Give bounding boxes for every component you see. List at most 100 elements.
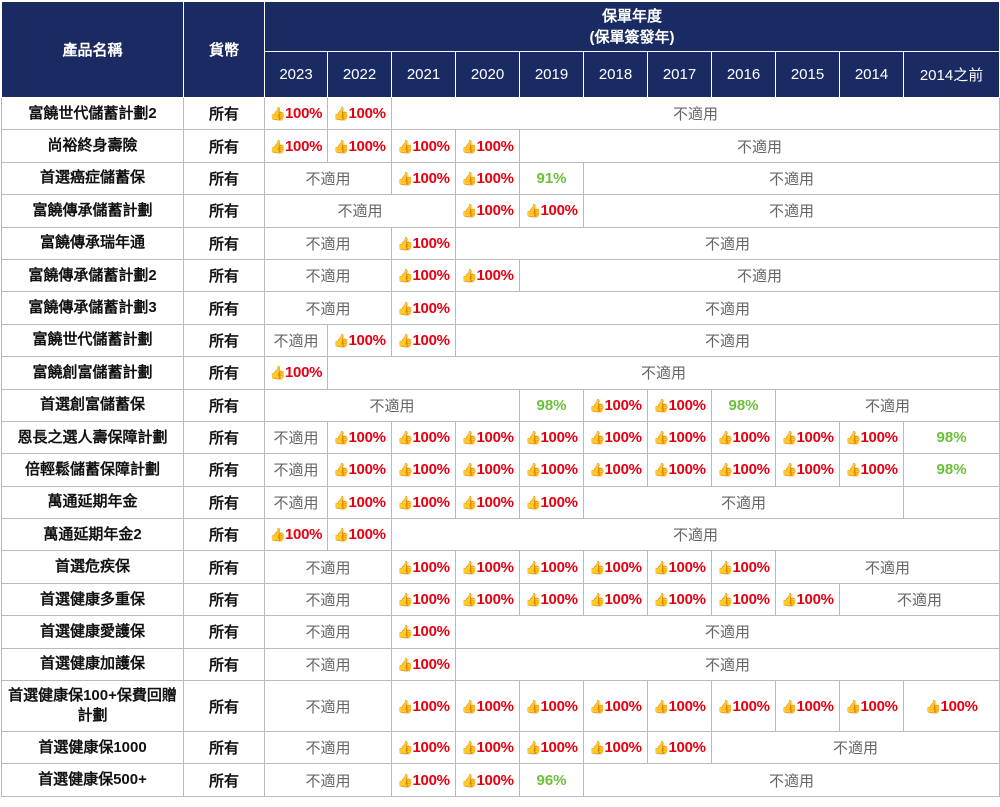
ratio-cell-full: 👍100% xyxy=(264,96,328,131)
ratio-cell-full: 👍100% xyxy=(839,680,904,733)
ratio-cell-full: 👍100% xyxy=(391,550,456,584)
ratio-cell-full: 👍100% xyxy=(264,356,328,390)
ratio-value: 100% xyxy=(940,697,978,715)
not-applicable-cell: 不適用 xyxy=(454,291,1000,325)
ratio-cell-full: 👍100% xyxy=(647,420,712,455)
ratio-cell-full: 👍100% xyxy=(455,485,520,520)
ratio-cell-partial: 98% xyxy=(519,388,584,422)
ratio-cell-full: 👍100% xyxy=(519,582,584,617)
ratio-value: 100% xyxy=(412,655,450,673)
ratio-value: 100% xyxy=(412,697,450,715)
ratio-cell-full: 👍100% xyxy=(391,226,456,260)
thumbs-up-icon: 👍 xyxy=(461,772,477,788)
not-applicable-label: 不適用 xyxy=(305,170,351,188)
table-row: 富饒世代儲蓄計劃 所有 不適用 👍100% 👍100% 不適用 xyxy=(1,323,1000,358)
thumbs-up-icon: 👍 xyxy=(589,698,605,714)
ratio-value: 100% xyxy=(285,526,323,544)
thumbs-up-icon: 👍 xyxy=(653,592,669,608)
thumbs-up-icon: 👍 xyxy=(397,300,413,316)
not-applicable-cell: 不適用 xyxy=(264,453,328,487)
thumbs-up-icon: 👍 xyxy=(525,559,541,575)
ratio-cell-full: 👍100% xyxy=(391,453,456,487)
ratio-value: 100% xyxy=(796,429,834,447)
not-applicable-label: 不適用 xyxy=(769,203,815,221)
not-applicable-label: 不適用 xyxy=(673,527,719,545)
thumbs-up-icon: 👍 xyxy=(269,365,286,381)
ratio-cell-full: 👍100% xyxy=(391,258,456,293)
not-applicable-cell: 不適用 xyxy=(582,763,1000,797)
ratio-cell-partial: 98% xyxy=(711,388,776,422)
ratio-value: 100% xyxy=(540,461,578,479)
not-applicable-label: 不適用 xyxy=(897,592,943,610)
thumbs-up-icon: 👍 xyxy=(589,740,605,756)
ratio-value: 100% xyxy=(604,591,642,609)
ratio-value: 100% xyxy=(476,493,514,511)
ratio-value: 100% xyxy=(860,697,898,715)
thumbs-up-icon: 👍 xyxy=(589,430,605,446)
ratio-cell-full: 👍100% xyxy=(327,485,392,520)
policy-issue-year-subtitle: (保單簽發年) xyxy=(589,28,675,46)
not-applicable-label: 不適用 xyxy=(705,656,751,674)
currency-cell: 所有 xyxy=(183,518,265,552)
ratio-value: 100% xyxy=(476,739,514,757)
not-applicable-cell: 不適用 xyxy=(774,388,1000,422)
ratio-cell-partial: 96% xyxy=(519,763,584,797)
product-name-cell: 富饒傳承瑞年通 xyxy=(1,226,184,260)
ratio-cell-full: 👍100% xyxy=(455,420,520,455)
not-applicable-cell: 不適用 xyxy=(838,582,1000,617)
year-header-2022: 2022 xyxy=(327,51,392,98)
not-applicable-cell: 不適用 xyxy=(582,194,1000,228)
ratio-cell-full: 👍100% xyxy=(775,453,840,487)
product-name-cell: 首選健康保1000 xyxy=(1,731,184,765)
ratio-cell-full: 👍100% xyxy=(647,582,712,617)
ratio-value: 98% xyxy=(936,429,967,447)
empty-cell xyxy=(902,485,1000,520)
product-name-cell: 首選健康保500+ xyxy=(1,763,184,797)
ratio-value: 100% xyxy=(412,299,450,317)
not-applicable-cell: 不適用 xyxy=(264,226,392,260)
thumbs-up-icon: 👍 xyxy=(397,268,413,284)
ratio-value: 100% xyxy=(604,461,642,479)
currency-cell: 所有 xyxy=(183,763,265,797)
not-applicable-cell: 不適用 xyxy=(774,550,1000,584)
ratio-value: 100% xyxy=(668,739,706,757)
ratio-cell-full: 👍100% xyxy=(519,731,584,765)
ratio-cell-full: 👍100% xyxy=(391,615,456,649)
thumbs-up-icon: 👍 xyxy=(333,138,349,154)
not-applicable-label: 不適用 xyxy=(705,624,751,642)
ratio-value: 100% xyxy=(285,364,323,382)
thumbs-up-icon: 👍 xyxy=(717,430,733,446)
not-applicable-cell: 不適用 xyxy=(518,258,1000,293)
ratio-value: 98% xyxy=(936,461,967,479)
year-header-2018: 2018 xyxy=(583,51,648,98)
ratio-value: 100% xyxy=(412,169,450,187)
thumbs-up-icon: 👍 xyxy=(397,235,413,251)
year-header-2014: 2014 xyxy=(839,51,904,98)
not-applicable-label: 不適用 xyxy=(337,203,383,221)
ratio-value: 100% xyxy=(668,396,706,414)
currency-cell: 所有 xyxy=(183,550,265,584)
ratio-cell-full: 👍100% xyxy=(391,731,456,765)
thumbs-up-icon: 👍 xyxy=(781,698,797,714)
ratio-cell-full: 👍100% xyxy=(391,323,456,358)
ratio-cell-full: 👍100% xyxy=(711,680,776,733)
currency-cell: 所有 xyxy=(183,420,265,455)
ratio-value: 100% xyxy=(476,558,514,576)
ratio-value: 100% xyxy=(604,697,642,715)
ratio-cell-full: 👍100% xyxy=(391,582,456,617)
table-row: 富饒傳承儲蓄計劃 所有 不適用 👍100% 👍100% 不適用 xyxy=(1,194,1000,228)
product-name-cell: 首選健康加護保 xyxy=(1,647,184,682)
ratio-value: 91% xyxy=(536,169,567,187)
table-row: 恩長之選人壽保障計劃 所有 不適用 👍100% 👍100% 👍100% 👍100% 👍100%… xyxy=(1,420,1000,455)
thumbs-up-icon: 👍 xyxy=(653,430,669,446)
thumbs-up-icon: 👍 xyxy=(653,698,669,714)
not-applicable-label: 不適用 xyxy=(273,332,319,350)
ratio-value: 100% xyxy=(796,461,834,479)
thumbs-up-icon: 👍 xyxy=(397,772,413,788)
thumbs-up-icon: 👍 xyxy=(461,559,477,575)
thumbs-up-icon: 👍 xyxy=(845,430,861,446)
ratio-value: 100% xyxy=(540,591,578,609)
table-row: 富饒創富儲蓄計劃 所有 👍100% 不適用 xyxy=(1,356,1000,390)
ratio-cell-full: 👍100% xyxy=(391,485,456,520)
not-applicable-cell: 不適用 xyxy=(264,161,392,196)
